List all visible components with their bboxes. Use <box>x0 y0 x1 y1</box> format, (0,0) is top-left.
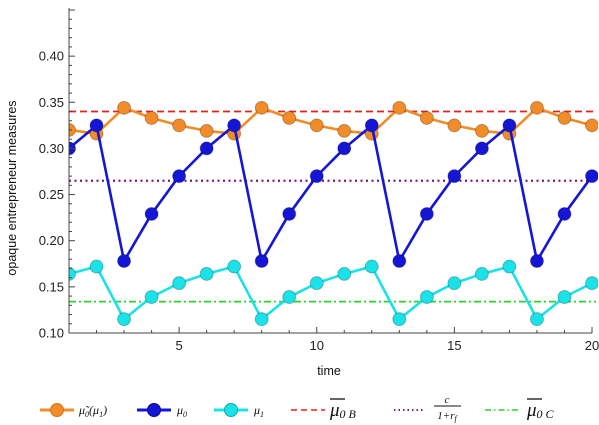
data-point <box>419 206 434 221</box>
legend-label-numerator: c <box>445 394 450 406</box>
data-point <box>89 259 104 274</box>
data-point <box>282 290 297 305</box>
legend-item-mu-bar-b: μ0 B <box>291 398 357 421</box>
legend-label-mu-bar-c: μ0 C <box>526 400 555 421</box>
legend-item-mu-tilde: μ̃0(μ1) <box>40 403 107 419</box>
data-point <box>392 254 407 269</box>
data-point <box>282 110 297 125</box>
data-point <box>199 123 214 138</box>
data-point <box>502 259 517 274</box>
data-point <box>557 110 572 125</box>
data-point <box>474 123 489 138</box>
y-tick-label: 0.40 <box>39 49 64 64</box>
data-point <box>557 290 572 305</box>
x-tick-label: 10 <box>310 338 324 353</box>
legend-swatch-marker <box>147 403 161 417</box>
data-point <box>117 254 132 269</box>
legend: μ̃0(μ1) μ0 μ1 μ0 B c 1+rf <box>40 394 555 423</box>
data-point <box>337 123 352 138</box>
data-point <box>144 110 159 125</box>
series-group <box>69 118 598 269</box>
plot-inner <box>69 100 598 327</box>
legend-item-mu0: μ0 <box>137 403 187 419</box>
legend-swatch-marker <box>224 403 238 417</box>
data-point <box>557 206 572 221</box>
data-point <box>144 206 159 221</box>
legend-label-mu-bar-b: μ0 B <box>329 400 357 421</box>
data-point <box>474 141 489 156</box>
data-point <box>117 312 132 327</box>
data-point <box>585 169 598 184</box>
data-point <box>172 276 187 291</box>
legend-label-mu1: μ1 <box>253 403 264 419</box>
data-point <box>585 118 598 133</box>
data-point <box>337 266 352 281</box>
data-point <box>199 141 214 156</box>
y-tick-label: 0.15 <box>39 279 64 294</box>
y-tick-label: 0.10 <box>39 326 64 341</box>
data-point <box>447 118 462 133</box>
data-point <box>447 169 462 184</box>
legend-item-mu1: μ1 <box>214 403 264 419</box>
data-point <box>419 290 434 305</box>
legend-label-mu0: μ0 <box>176 403 187 419</box>
data-point <box>144 290 159 305</box>
data-point <box>474 266 489 281</box>
data-point <box>447 276 462 291</box>
data-point <box>337 141 352 156</box>
data-point <box>309 118 324 133</box>
legend-label-denominator: 1+rf <box>437 410 458 423</box>
data-point <box>227 118 242 133</box>
data-point <box>585 276 598 291</box>
data-point <box>364 118 379 133</box>
legend-label-mu-tilde: μ̃0(μ1) <box>78 403 107 419</box>
series-line <box>69 124 594 263</box>
plot-area <box>69 100 598 327</box>
y-axis-label: opaque entrepreneur measures <box>5 100 19 275</box>
data-point <box>69 122 76 137</box>
legend-swatch-marker <box>50 403 64 417</box>
y-tick-label: 0.35 <box>39 95 64 110</box>
data-point <box>309 276 324 291</box>
data-point <box>529 100 544 115</box>
data-point <box>89 118 104 133</box>
series-group <box>69 100 598 141</box>
y-tick-label: 0.30 <box>39 141 64 156</box>
data-point <box>419 110 434 125</box>
x-tick-label: 5 <box>175 338 182 353</box>
data-point <box>282 206 297 221</box>
data-point <box>172 118 187 133</box>
y-tick-label: 0.20 <box>39 233 64 248</box>
series-group <box>69 259 598 327</box>
data-point <box>254 254 269 269</box>
x-axis-label: time <box>317 364 341 378</box>
data-point <box>364 259 379 274</box>
data-point <box>227 259 242 274</box>
data-point <box>172 169 187 184</box>
data-point <box>309 169 324 184</box>
data-point <box>502 118 517 133</box>
axes: 0.10 0.15 0.20 0.25 0.30 0.35 0.40 5 10 15 20 <box>39 8 599 353</box>
data-point <box>392 312 407 327</box>
data-point <box>529 312 544 327</box>
data-point <box>254 312 269 327</box>
y-tick-label: 0.25 <box>39 187 64 202</box>
legend-item-mu-bar-c: μ0 C <box>485 398 555 421</box>
data-point <box>254 100 269 115</box>
data-point <box>392 100 407 115</box>
legend-item-c-ratio: c 1+rf <box>394 394 461 423</box>
x-tick-label: 15 <box>447 338 461 353</box>
data-point <box>117 100 132 115</box>
data-point <box>529 254 544 269</box>
x-tick-label: 20 <box>585 338 599 353</box>
data-point <box>199 266 214 281</box>
